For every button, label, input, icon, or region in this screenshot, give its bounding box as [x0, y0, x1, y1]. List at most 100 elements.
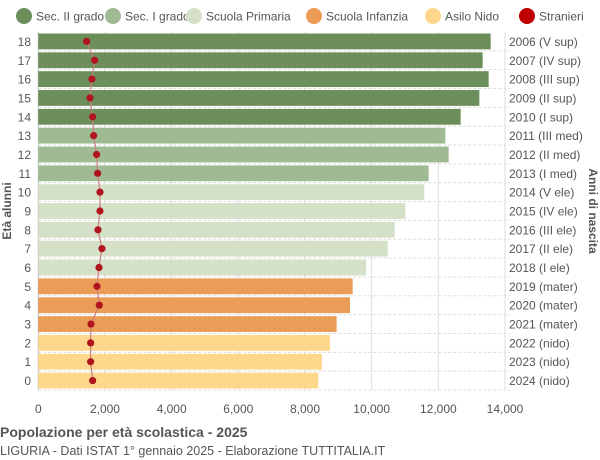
bar: [38, 203, 406, 219]
age-label: 11: [19, 167, 32, 181]
bar: [38, 334, 330, 351]
stranieri-point: [93, 282, 101, 290]
bar: [38, 146, 449, 163]
birth-year-label: 2010 (I sup): [509, 110, 573, 124]
birth-year-label: 2022 (nido): [509, 336, 570, 350]
stranieri-point: [89, 113, 97, 121]
bar: [38, 353, 322, 370]
birth-year-label: 2006 (V sup): [509, 35, 578, 49]
birth-year-label: 2019 (mater): [509, 280, 578, 294]
stranieri-point: [93, 150, 101, 159]
birth-year-label: 2007 (IV sup): [509, 54, 581, 68]
bar: [38, 372, 319, 389]
x-tick-label: 12,000: [420, 402, 457, 416]
legend-swatch: [186, 8, 202, 24]
age-label: 16: [18, 73, 32, 87]
bar: [38, 108, 461, 125]
stranieri-point: [87, 339, 95, 347]
age-label: 6: [24, 261, 31, 275]
age-label: 2: [24, 336, 31, 350]
bar: [38, 33, 491, 50]
x-tick-label: 6,000: [223, 402, 253, 416]
bar: [38, 90, 480, 106]
stranieri-point: [94, 169, 102, 177]
age-label: 0: [24, 374, 31, 388]
age-label: 12: [18, 148, 32, 162]
stranieri-point: [91, 56, 99, 64]
age-label: 15: [18, 91, 32, 105]
bar: [38, 278, 353, 295]
age-label: 7: [24, 242, 31, 256]
age-label: 10: [18, 186, 32, 200]
age-label: 9: [24, 205, 31, 219]
stranieri-point: [95, 301, 103, 309]
birth-year-label: 2015 (IV ele): [509, 205, 578, 219]
age-label: 8: [24, 223, 31, 237]
legend-label: Stranieri: [539, 10, 584, 24]
birth-year-label: 2016 (III ele): [509, 223, 576, 237]
age-label: 13: [18, 129, 32, 143]
birth-year-label: 2011 (III med): [509, 129, 583, 143]
age-label: 17: [18, 54, 32, 68]
bar: [38, 184, 425, 201]
bar: [38, 221, 395, 238]
legend-label: Asilo Nido: [445, 10, 499, 24]
legend-label: Sec. II grado: [36, 10, 104, 24]
x-tick-label: 0: [35, 402, 42, 416]
stranieri-point: [98, 245, 106, 253]
x-tick-label: 8,000: [290, 402, 320, 416]
stranieri-point: [87, 358, 95, 366]
legend-swatch: [519, 8, 535, 24]
birth-year-label: 2018 (I ele): [509, 261, 570, 275]
age-label: 3: [24, 318, 31, 332]
age-label: 18: [18, 35, 32, 49]
legend-swatch: [425, 8, 441, 24]
legend-label: Scuola Infanzia: [326, 10, 408, 24]
legend-swatch: [306, 8, 322, 24]
bar: [38, 240, 388, 257]
stranieri-point: [90, 132, 98, 140]
x-tick-label: 4,000: [157, 402, 187, 416]
stranieri-point: [96, 207, 104, 215]
chart-subtitle: LIGURIA - Dati ISTAT 1° gennaio 2025 - E…: [0, 444, 386, 458]
legend-swatch: [16, 8, 32, 24]
bar: [38, 52, 483, 69]
birth-year-label: 2023 (nido): [509, 355, 570, 369]
age-label: 4: [24, 299, 31, 313]
bar: [38, 127, 446, 144]
bar: [38, 297, 350, 314]
bar: [38, 259, 366, 276]
stranieri-point: [83, 37, 91, 46]
age-label: 1: [24, 355, 31, 369]
bar-chart: 0 2,000 4,000 6,000 8,000 10,000 12,000 14,000 1…: [0, 8, 600, 416]
birth-year-label: 2021 (mater): [509, 318, 578, 332]
stranieri-point: [87, 320, 95, 328]
x-tick-label: 14,000: [487, 402, 524, 416]
legend-label: Scuola Primaria: [206, 10, 291, 24]
stranieri-point: [88, 75, 96, 83]
birth-year-label: 2020 (mater): [509, 299, 578, 313]
birth-year-label: 2014 (V ele): [509, 186, 574, 200]
birth-year-label: 2024 (nido): [509, 374, 570, 388]
legend-label: Sec. I grado: [125, 10, 190, 24]
y-axis-title: Età alunni: [0, 182, 14, 239]
birth-year-label: 2012 (II med): [509, 148, 580, 162]
x-tick-label: 2,000: [90, 402, 120, 416]
legend-swatch: [105, 8, 121, 24]
bar: [38, 71, 489, 88]
age-label: 14: [18, 110, 32, 124]
bar: [38, 165, 429, 182]
age-label: 5: [24, 280, 31, 294]
y-axis-title-right: Anni di nascita: [586, 168, 600, 254]
x-tick-label: 10,000: [353, 402, 390, 416]
chart-title: Popolazione per età scolastica - 2025: [0, 424, 248, 440]
stranieri-point: [89, 376, 97, 385]
birth-year-label: 2013 (I med): [509, 167, 577, 181]
birth-year-label: 2009 (II sup): [509, 91, 576, 105]
stranieri-point: [94, 226, 102, 234]
stranieri-point: [86, 94, 94, 102]
birth-year-label: 2008 (III sup): [509, 73, 580, 87]
stranieri-point: [95, 263, 103, 272]
birth-year-label: 2017 (II ele): [509, 242, 573, 256]
